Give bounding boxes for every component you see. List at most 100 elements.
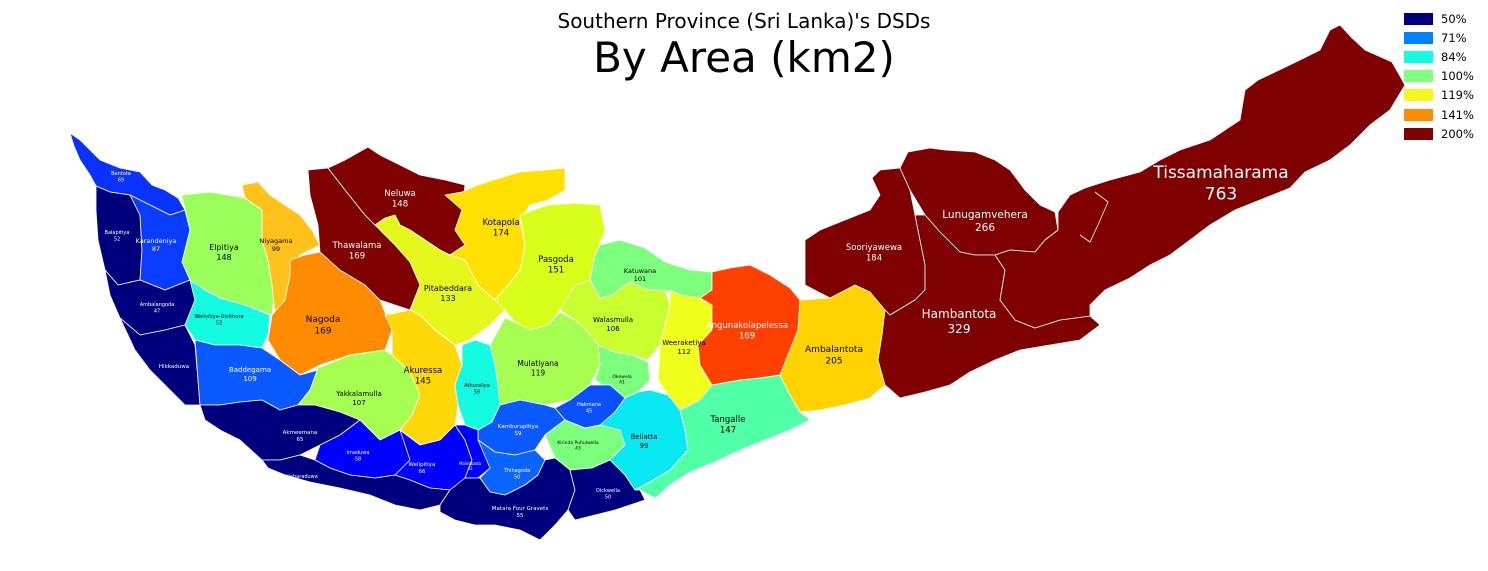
boundary-line <box>1079 191 1109 243</box>
district-value: 133 <box>440 294 455 303</box>
district-name: Pasgoda <box>538 255 574 265</box>
district-name: Hakmana <box>577 402 601 408</box>
legend-item: 119% <box>1404 86 1474 105</box>
district-name: Matara Four Gravets <box>492 506 549 512</box>
district-label-beliatta: Beliatta 99 <box>630 433 657 450</box>
district-label-kotapola: Kotapola 174 <box>482 218 519 239</box>
district-value: 148 <box>216 253 231 262</box>
district-value: 205 <box>825 356 842 366</box>
district-value: 50 <box>605 494 611 500</box>
district-value: 148 <box>392 200 408 210</box>
district-label-hikkaduwa: Hikkaduwa <box>159 364 189 370</box>
district-value: 266 <box>975 222 995 234</box>
district-habaraduwa[interactable] <box>261 454 451 511</box>
district-tangalle[interactable] <box>634 374 811 499</box>
district-name: Kirinda Puhulwella <box>557 440 599 446</box>
district-label-tangalle: Tangalle 147 <box>710 415 746 436</box>
district-value: 763 <box>1205 184 1237 204</box>
district-label-hambantota: Hambantota 329 <box>922 307 997 336</box>
district-name: Angunakolapelessa <box>706 321 788 331</box>
district-value: 55 <box>517 513 524 519</box>
district-label-neluwa: Neluwa 148 <box>384 189 416 210</box>
district-label-imaduwa: Imaduwa 58 <box>347 450 370 462</box>
district-label-habaraduwa: Habaraduwa 47 <box>286 474 318 486</box>
district-name: Akuressa <box>404 366 442 376</box>
district-value: 145 <box>415 377 431 387</box>
district-label-welipitiya: Welipitiya 66 <box>409 462 436 475</box>
district-value: 59 <box>515 431 522 437</box>
district-name: Akmeemana <box>283 430 318 436</box>
district-name: Athuraliya <box>464 383 490 389</box>
district-label-akuressa: Akuressa 145 <box>404 366 442 387</box>
legend-item: 100% <box>1404 67 1474 86</box>
district-value: 99 <box>640 442 649 450</box>
district-value: 106 <box>606 325 620 333</box>
district-label-welivitiya: Welivitiya-Divithura 53 <box>194 314 243 326</box>
district-name: Nagoda <box>306 315 341 325</box>
district-name: Weeraketiya <box>662 339 706 347</box>
district-label-pasgoda: Pasgoda 151 <box>538 255 574 276</box>
district-label-lunugamvehera: Lunugamvehera 266 <box>942 209 1028 234</box>
district-name: Hambantota <box>922 307 997 321</box>
district-dickwella[interactable] <box>567 459 646 521</box>
district-name: Dickwella <box>596 488 620 494</box>
legend-item: 141% <box>1404 105 1474 124</box>
legend-label: 84% <box>1441 49 1467 64</box>
legend-item: 200% <box>1404 124 1474 143</box>
district-name: Kotapola <box>482 218 519 228</box>
district-label-pitabeddara: Pitabeddara 133 <box>424 284 472 303</box>
legend-label: 50% <box>1441 11 1467 26</box>
district-name: Malimbada <box>459 461 482 466</box>
district-value: 59 <box>474 389 480 395</box>
district-name: Hikkaduwa <box>159 364 189 370</box>
district-name: Baddegama <box>229 366 271 374</box>
district-kotapola[interactable] <box>444 167 566 301</box>
district-value: 169 <box>314 326 331 336</box>
district-label-walasmulla: Walasmulla 106 <box>593 316 633 333</box>
district-value: 169 <box>349 252 365 262</box>
district-name: Kamburupitiya <box>498 424 538 430</box>
district-label-bentota: Bentota 69 <box>111 171 131 183</box>
district-pasgoda[interactable] <box>494 202 606 331</box>
district-value: 66 <box>419 469 426 475</box>
district-value: 99 <box>272 245 280 253</box>
legend-label: 141% <box>1441 107 1474 122</box>
district-value: 174 <box>493 229 509 239</box>
district-label-baddegama: Baddegama 109 <box>229 366 271 383</box>
legend-item: 50% <box>1404 9 1474 28</box>
district-label-tissamaharama: Tissamaharama 763 <box>1152 163 1288 204</box>
legend-swatch <box>1404 70 1433 83</box>
district-value: 184 <box>866 254 882 264</box>
district-label-athuraliya: Athuraliya 59 <box>464 383 490 395</box>
district-value: 169 <box>739 332 755 342</box>
district-value: 58 <box>355 456 361 462</box>
legend-swatch <box>1404 127 1433 140</box>
legend-item: 71% <box>1404 28 1474 47</box>
district-name: Tangalle <box>710 415 746 425</box>
district-value: 52 <box>114 236 120 242</box>
district-name: Ambalantota <box>805 345 863 355</box>
district-name: Imaduwa <box>347 450 370 456</box>
district-labels: Bentota 69 Balapitiya 52 Karandeniya 87 Elpiti… <box>105 163 1289 519</box>
district-name: Neluwa <box>384 189 416 199</box>
district-mulatiyana[interactable] <box>489 311 601 406</box>
district-hikkaduwa[interactable] <box>119 317 201 406</box>
legend-swatch <box>1404 12 1433 25</box>
district-name: Ambalangoda <box>140 302 175 308</box>
district-label-akmeemana: Akmeemana 65 <box>283 430 318 443</box>
district-label-karandeniya: Karandeniya 87 <box>136 237 177 253</box>
legend-swatch <box>1404 108 1433 121</box>
district-value: 107 <box>352 399 365 407</box>
district-value: 47 <box>299 480 305 486</box>
district-tissamaharama[interactable] <box>994 24 1406 329</box>
district-label-kirinda: Kirinda Puhulwella 43 <box>557 440 599 452</box>
district-name: Beliatta <box>630 433 657 441</box>
district-name: Okewela <box>612 374 631 380</box>
district-label-sooriyawewa: Sooriyawewa 184 <box>846 243 902 264</box>
district-label-katuwana: Katuwana 101 <box>624 267 656 283</box>
district-value: 87 <box>152 245 160 253</box>
district-label-thihagoda: Thihagoda 50 <box>503 468 530 480</box>
district-name: Niyagama <box>260 237 293 245</box>
district-label-niyagama: Niyagama 99 <box>260 237 293 253</box>
